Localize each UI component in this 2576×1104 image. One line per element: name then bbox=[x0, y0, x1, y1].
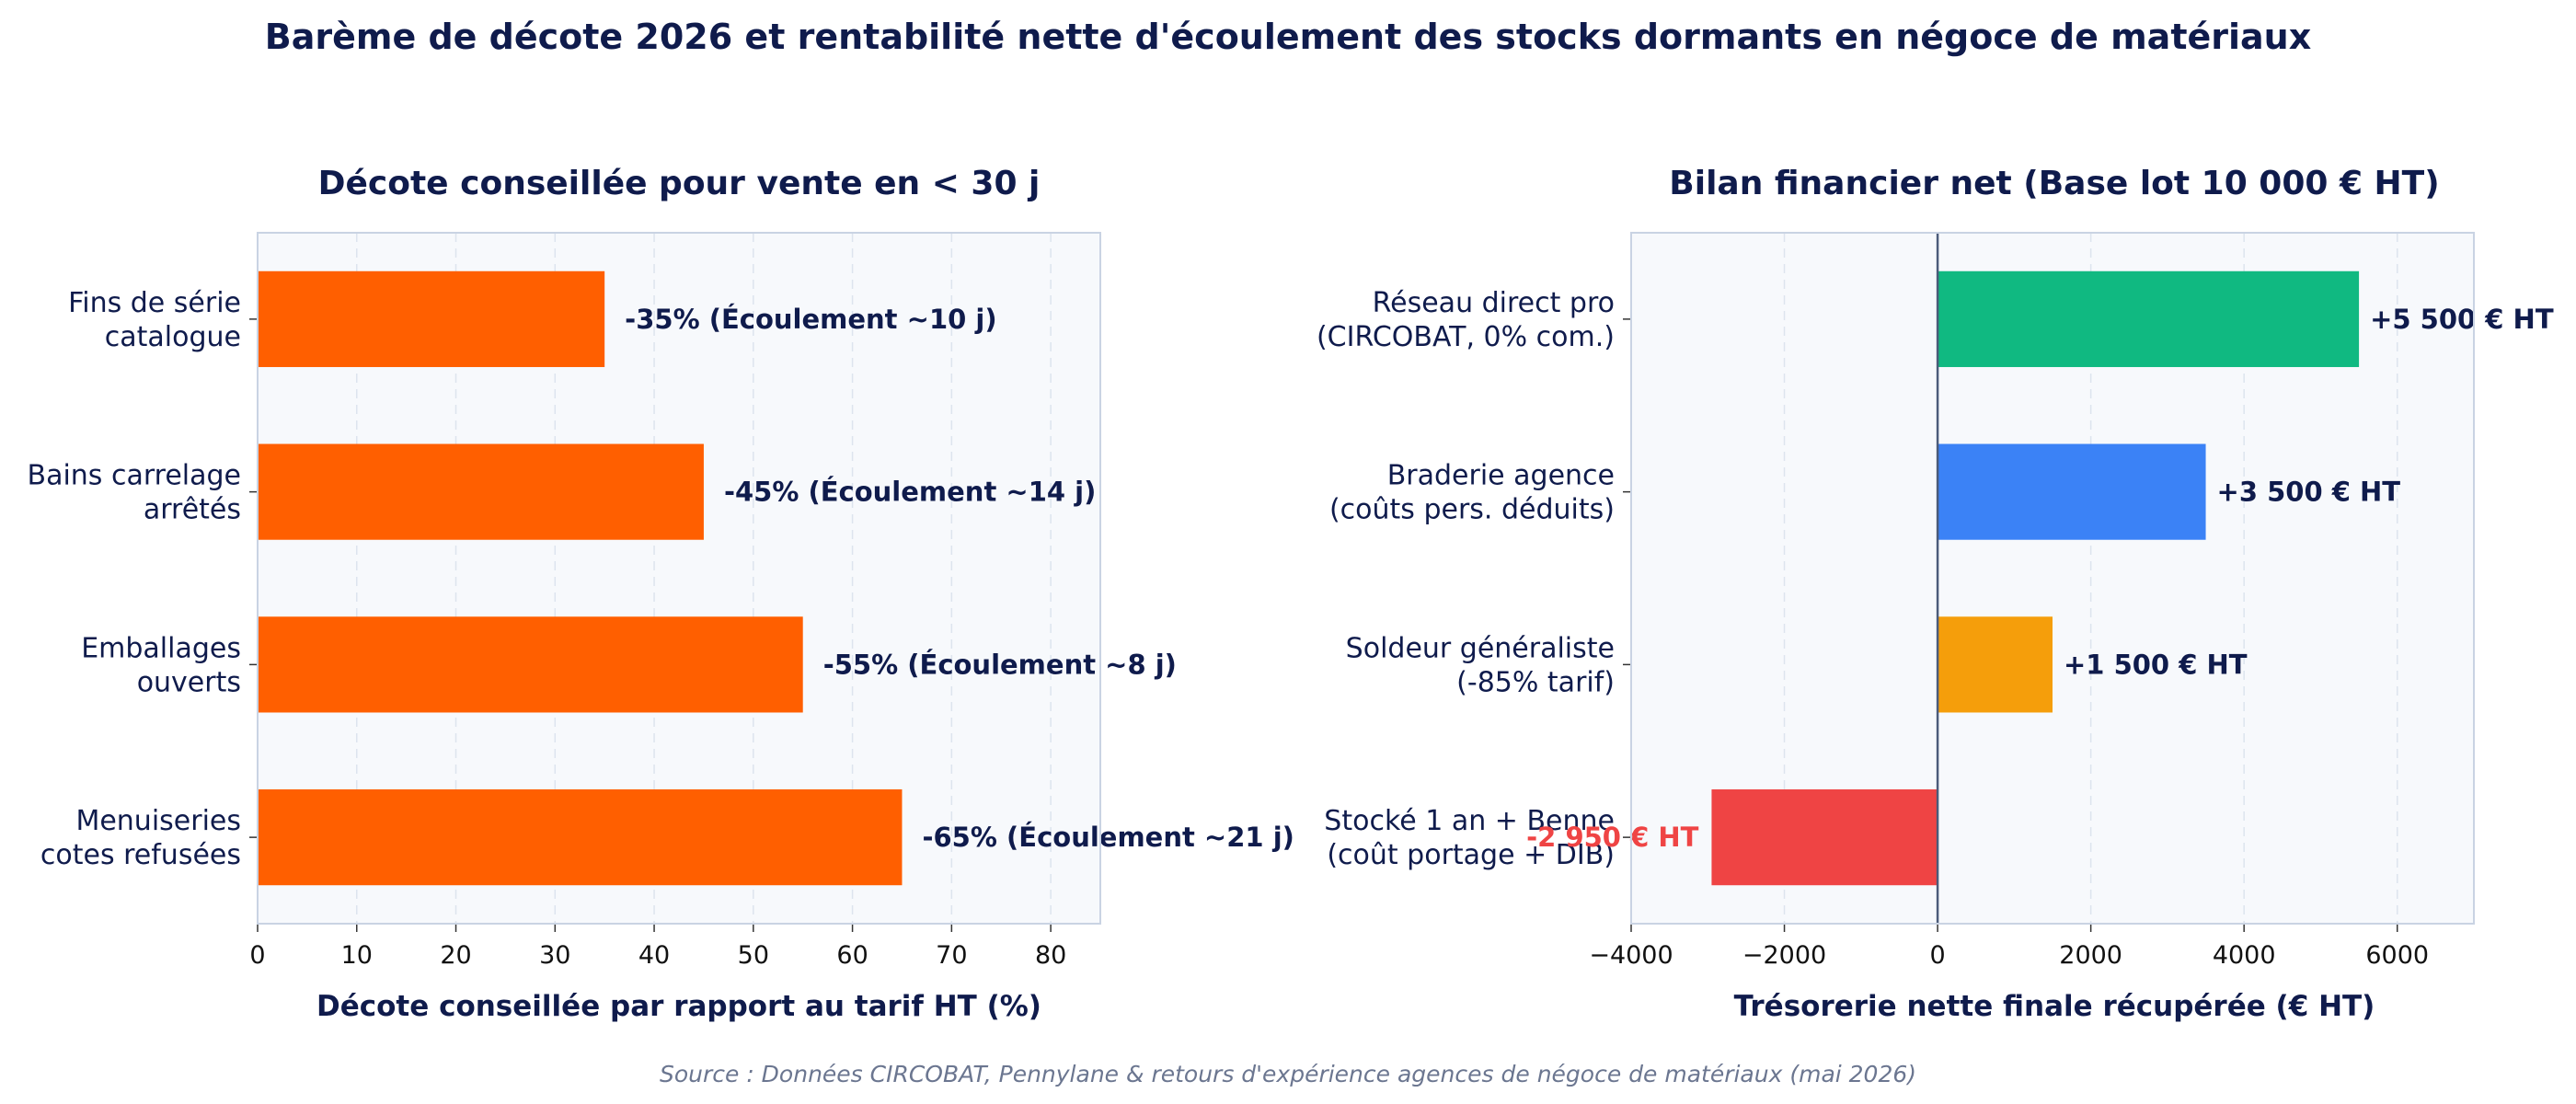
left-x-tick-label: 80 bbox=[1035, 941, 1066, 970]
left-data-label: -35% (Écoulement ~10 j) bbox=[625, 304, 996, 335]
right-category-label: Soldeur généraliste (-85% tarif) bbox=[1346, 632, 1615, 698]
right-bar bbox=[1938, 270, 2360, 367]
right-category-label: Braderie agence (coûts pers. déduits) bbox=[1329, 460, 1615, 526]
left-x-tick-label: 60 bbox=[836, 941, 868, 970]
right-plot-frame bbox=[1630, 232, 2475, 925]
right-bar bbox=[1938, 616, 2053, 713]
right-data-label: +1 500 € HT bbox=[2064, 649, 2248, 680]
left-plot-frame bbox=[257, 232, 1101, 925]
left-bar bbox=[258, 443, 704, 540]
source-note: Source : Données CIRCOBAT, Pennylane & r… bbox=[660, 1061, 1916, 1087]
left-chart-title: Décote conseillée pour vente en < 30 j bbox=[318, 165, 1041, 202]
left-x-tick-label: 10 bbox=[341, 941, 373, 970]
right-bar bbox=[1711, 789, 1938, 886]
right-x-tick-label: 4000 bbox=[2213, 941, 2276, 970]
right-data-label: +3 500 € HT bbox=[2217, 477, 2401, 508]
right-x-tick-label: 2000 bbox=[2059, 941, 2122, 970]
left-category-label: Menuiseries cotes refusées bbox=[40, 805, 241, 871]
left-x-tick-label: 50 bbox=[738, 941, 769, 970]
right-x-tick-label: −2000 bbox=[1742, 941, 1826, 970]
left-x-tick-label: 20 bbox=[440, 941, 471, 970]
right-category-label: Stocké 1 an + Benne (coût portage + DIB) bbox=[1324, 805, 1615, 871]
right-chart-panel: −4000 −2000 0 2000 4000 6000 Réseau direct pro… bbox=[1317, 165, 2554, 1023]
right-data-label: +5 500 € HT bbox=[2370, 304, 2554, 335]
right-data-label: -2 950 € HT bbox=[1526, 822, 1698, 853]
left-x-tick-label: 70 bbox=[936, 941, 967, 970]
left-data-label: -45% (Écoulement ~14 j) bbox=[724, 477, 1096, 508]
right-x-tick-label: 0 bbox=[1929, 941, 1945, 970]
left-category-label: Emballages ouverts bbox=[81, 632, 241, 698]
left-chart-panel: 0 10 20 30 40 50 60 70 80 Fins de série catalogue -… bbox=[27, 165, 1294, 1023]
left-data-label: -55% (Écoulement ~8 j) bbox=[823, 649, 1177, 680]
right-chart-title: Bilan financier net (Base lot 10 000 € H… bbox=[1669, 165, 2439, 202]
left-bar bbox=[258, 616, 803, 713]
left-category-label: Fins de série catalogue bbox=[68, 287, 241, 353]
left-data-label: -65% (Écoulement ~21 j) bbox=[922, 822, 1294, 853]
left-x-axis-label: Décote conseillée par rapport au tarif H… bbox=[316, 990, 1041, 1023]
right-bar bbox=[1938, 443, 2206, 540]
left-x-tick-label: 40 bbox=[638, 941, 670, 970]
right-x-tick-label: 6000 bbox=[2365, 941, 2429, 970]
right-category-label: Réseau direct pro (CIRCOBAT, 0% com.) bbox=[1317, 287, 1615, 353]
right-x-tick-label: −4000 bbox=[1589, 941, 1673, 970]
right-x-axis-label: Trésorerie nette finale récupérée (€ HT) bbox=[1734, 990, 2375, 1023]
left-bar bbox=[258, 789, 903, 886]
left-x-tick-label: 0 bbox=[249, 941, 265, 970]
left-x-tick-label: 30 bbox=[539, 941, 570, 970]
left-bar bbox=[258, 270, 605, 367]
figure-title: Barème de décote 2026 et rentabilité net… bbox=[265, 17, 2312, 57]
left-category-label: Bains carrelage arrêtés bbox=[27, 460, 241, 526]
